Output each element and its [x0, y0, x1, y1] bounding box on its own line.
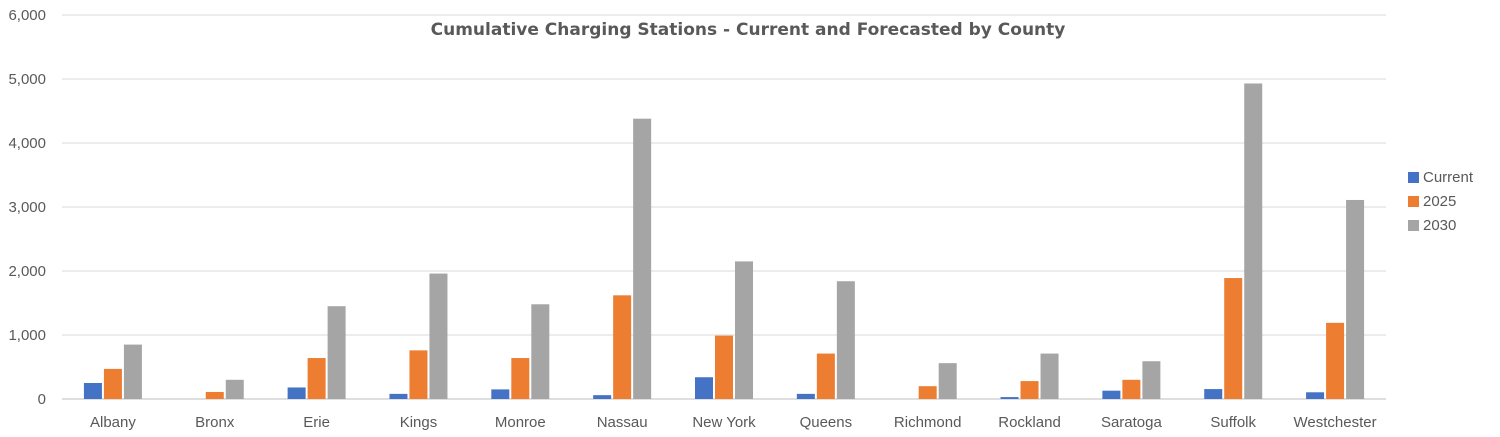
chart-title: Cumulative Charging Stations - Current a…: [431, 20, 1066, 40]
bar-rockland-current: [1000, 397, 1019, 399]
bar-saratoga-current: [1102, 390, 1121, 399]
bar-monroe-2025: [511, 358, 530, 399]
legend-label: 2030: [1423, 217, 1456, 234]
legend: Current 2025 2030: [1408, 169, 1474, 234]
bar-westchester-current: [1306, 392, 1325, 399]
bar-richmond-2030: [938, 363, 957, 399]
bar-albany-2030: [123, 344, 142, 399]
bar-bronx-2025: [205, 391, 224, 399]
bar-westchester-2030: [1346, 199, 1365, 399]
y-tick-label: 0: [38, 391, 46, 408]
x-category-label: Richmond: [894, 414, 962, 431]
bar-queens-2025: [816, 353, 835, 399]
x-category-label: Albany: [90, 414, 136, 431]
y-tick-label: 2,000: [8, 263, 46, 280]
bar-erie-current: [287, 387, 306, 399]
bar-suffolk-current: [1204, 389, 1223, 399]
bar-saratoga-2025: [1122, 379, 1141, 399]
bar-queens-current: [796, 393, 815, 399]
bar-albany-current: [83, 383, 102, 399]
bar-richmond-2025: [918, 386, 937, 399]
gridlines: [62, 14, 1386, 400]
bar-kings-current: [389, 393, 408, 399]
bar-erie-2025: [307, 358, 326, 399]
x-category-label: Rockland: [998, 414, 1061, 431]
bar-erie-2030: [327, 306, 346, 399]
legend-swatch-2030: [1408, 220, 1419, 231]
bar-monroe-2030: [531, 304, 550, 399]
x-category-label: Suffolk: [1210, 414, 1256, 431]
y-tick-label: 3,000: [8, 199, 46, 216]
x-category-label: Saratoga: [1101, 414, 1163, 431]
x-category-label: Westchester: [1294, 414, 1377, 431]
x-category-label: New York: [692, 414, 756, 431]
x-category-label: Nassau: [597, 414, 648, 431]
bar-kings-2030: [429, 273, 448, 399]
bar-suffolk-2025: [1224, 278, 1243, 399]
bar-suffolk-2030: [1244, 83, 1263, 399]
x-category-label: Bronx: [195, 414, 235, 431]
x-category-label: Queens: [800, 414, 853, 431]
x-category-label: Erie: [303, 414, 330, 431]
bar-monroe-current: [491, 389, 510, 399]
bar-albany-2025: [103, 368, 122, 399]
bar-new-york-current: [695, 377, 713, 399]
legend-label: Current: [1423, 169, 1474, 186]
bar-nassau-2030: [633, 118, 652, 400]
bar-kings-2025: [409, 350, 428, 399]
bar-rockland-2025: [1020, 381, 1039, 399]
y-tick-label: 6,000: [8, 7, 46, 24]
bar-rockland-2030: [1040, 353, 1059, 399]
bar-new-york-2030: [735, 261, 753, 399]
bar-queens-2030: [836, 281, 855, 399]
x-category-label: Monroe: [495, 414, 546, 431]
x-axis-categories: Albany Bronx Erie Kings Monroe Nassau New York…: [90, 414, 1377, 431]
bar-nassau-2025: [613, 295, 632, 399]
legend-swatch-2025: [1408, 196, 1419, 207]
y-axis-ticks: 0 1,000 2,000 3,000 4,000 5,000 6,000: [8, 7, 46, 408]
bar-westchester-2025: [1326, 322, 1345, 399]
y-tick-label: 1,000: [8, 327, 46, 344]
x-category-label: Kings: [400, 414, 438, 431]
bars: [83, 83, 1365, 400]
bar-new-york-2025: [715, 335, 733, 399]
legend-swatch-current: [1408, 172, 1419, 183]
bar-saratoga-2030: [1142, 361, 1161, 399]
y-tick-label: 5,000: [8, 71, 46, 88]
y-tick-label: 4,000: [8, 135, 46, 152]
bar-bronx-2030: [225, 379, 244, 399]
legend-label: 2025: [1423, 193, 1456, 210]
bar-nassau-current: [593, 395, 612, 399]
